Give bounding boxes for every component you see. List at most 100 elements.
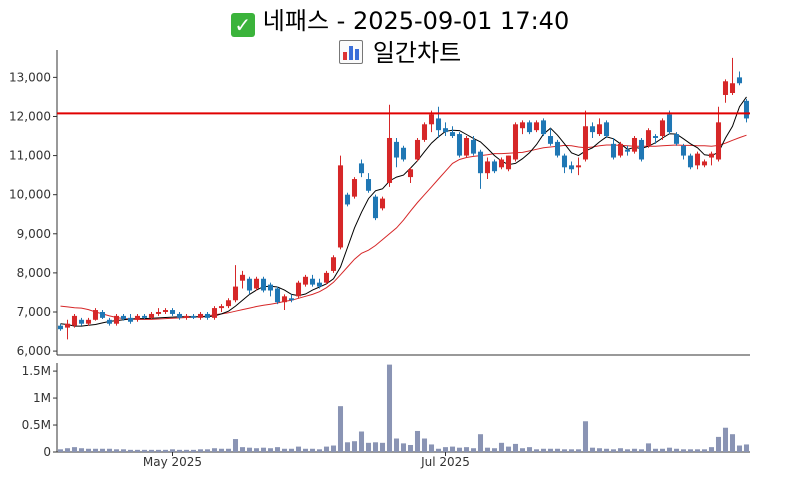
volume-bar	[666, 447, 673, 452]
volume-bar	[134, 449, 141, 452]
candle-body	[148, 313, 155, 318]
candle	[659, 118, 666, 140]
volume-bar	[435, 448, 442, 452]
chart-title: ✓ 네패스 - 2025-09-01 17:40	[0, 1, 800, 37]
volume-bar	[351, 441, 358, 452]
price-y-tick-label: 13,000	[9, 70, 51, 84]
candle-body	[414, 139, 421, 160]
candle	[92, 308, 99, 321]
bar-chart-icon	[338, 40, 363, 64]
volume-bar	[736, 445, 743, 452]
candle-body	[344, 194, 351, 205]
volume-bar	[673, 448, 680, 452]
volume-bar	[575, 449, 582, 452]
volume-bar	[309, 448, 316, 452]
price-y-tick-label: 12,000	[9, 109, 51, 123]
volume-bar	[477, 434, 484, 452]
candle	[701, 159, 708, 168]
candle-body	[449, 132, 456, 137]
candle	[414, 137, 421, 162]
candle-body	[64, 323, 71, 328]
volume-bar	[365, 442, 372, 452]
volume-bar	[652, 448, 659, 452]
volume-bar	[162, 449, 169, 452]
volume-bar	[176, 449, 183, 452]
candle-body	[708, 153, 715, 158]
candle	[253, 276, 260, 291]
candle	[316, 278, 323, 289]
price-panel: 6,000 7,000 8,000 9,000 10,000 11,000 12,000 13…	[9, 50, 750, 358]
candle	[337, 155, 344, 250]
volume-bar	[484, 447, 491, 452]
volume-bar	[295, 446, 302, 452]
candle	[302, 274, 309, 287]
candle-body	[617, 143, 624, 156]
candle	[78, 317, 85, 326]
candle-body	[540, 120, 547, 135]
volume-bar	[57, 449, 64, 452]
volume-bar	[631, 448, 638, 452]
volume-bar	[463, 447, 470, 452]
candle	[225, 298, 232, 309]
volume-bar	[127, 449, 134, 452]
candle-body	[113, 315, 120, 324]
candle	[540, 118, 547, 137]
candle	[400, 145, 407, 162]
candle-body	[183, 315, 190, 318]
volume-y-tick-label: 0.5M	[22, 418, 51, 432]
volume-bar	[148, 449, 155, 452]
candle-body	[533, 122, 540, 131]
x-tick-label: May 2025	[143, 455, 202, 469]
candle-body	[281, 296, 288, 303]
volume-bar	[183, 449, 190, 452]
volume-bar	[106, 448, 113, 452]
candle	[526, 120, 533, 135]
candle	[183, 313, 190, 320]
candle	[211, 306, 218, 320]
candle	[589, 122, 596, 138]
volume-bar	[617, 448, 624, 452]
candle-body	[85, 319, 92, 324]
candle-body	[582, 126, 589, 160]
candle-body	[400, 147, 407, 160]
candle	[673, 132, 680, 146]
volume-bar	[582, 421, 589, 452]
candle	[407, 167, 414, 183]
volume-bar	[260, 447, 267, 452]
candle-body	[379, 198, 386, 209]
candle-body	[652, 136, 659, 138]
volume-panel: 0 0.5M 1M 1.5M May 2025 Jul 2025	[22, 363, 750, 469]
candle	[162, 308, 169, 314]
candle	[470, 136, 477, 156]
volume-bar	[722, 427, 729, 452]
candle	[477, 149, 484, 189]
chart-subtitle: 일간차트	[0, 33, 800, 68]
candle	[295, 280, 302, 299]
price-y-tick-label: 6,000	[17, 344, 51, 358]
candle	[141, 313, 148, 320]
candle	[519, 120, 526, 135]
volume-y-tick-label: 1.5M	[22, 364, 51, 378]
volume-bar	[694, 449, 701, 452]
candle	[498, 157, 505, 170]
volume-bar	[281, 448, 288, 452]
candle	[575, 157, 582, 176]
candle-body	[638, 139, 645, 160]
candle-body	[351, 179, 358, 197]
candle	[631, 136, 638, 154]
candle-body	[386, 137, 393, 183]
candle-body	[302, 276, 309, 285]
volume-bar	[393, 438, 400, 452]
candle	[736, 71, 743, 86]
candle-body	[78, 319, 85, 324]
volume-bar	[141, 449, 148, 452]
candle	[120, 313, 127, 321]
candle-body	[330, 257, 337, 271]
candle	[309, 274, 316, 287]
volume-bar	[155, 449, 162, 452]
candle-body	[141, 315, 148, 318]
volume-bar	[316, 449, 323, 452]
candle-body	[274, 288, 281, 303]
volume-bar	[449, 446, 456, 452]
candle	[596, 118, 603, 137]
